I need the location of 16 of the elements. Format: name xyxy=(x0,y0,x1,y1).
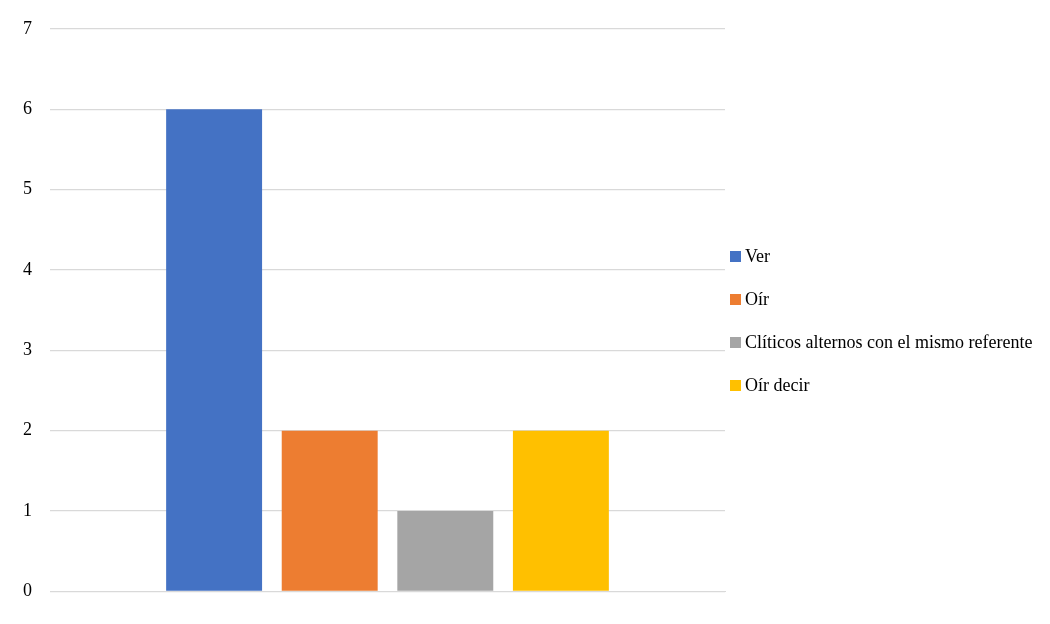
bar xyxy=(397,511,494,591)
y-tick-label: 5 xyxy=(23,178,32,199)
legend-label: Oír decir xyxy=(745,375,810,396)
bar xyxy=(512,430,609,591)
legend-label: Clíticos alternos con el mismo referente xyxy=(745,332,1033,353)
y-tick-label: 4 xyxy=(23,258,32,279)
bar xyxy=(166,109,263,591)
y-tick-label: 6 xyxy=(23,97,32,118)
y-tick-label: 7 xyxy=(23,17,32,38)
y-tick-label: 1 xyxy=(23,499,32,520)
legend-label: Oír xyxy=(745,289,769,310)
y-tick-label: 3 xyxy=(23,339,32,360)
legend-label: Ver xyxy=(745,246,770,267)
bar xyxy=(281,430,378,591)
y-tick-label: 0 xyxy=(23,580,32,601)
y-tick-label: 2 xyxy=(23,419,32,440)
